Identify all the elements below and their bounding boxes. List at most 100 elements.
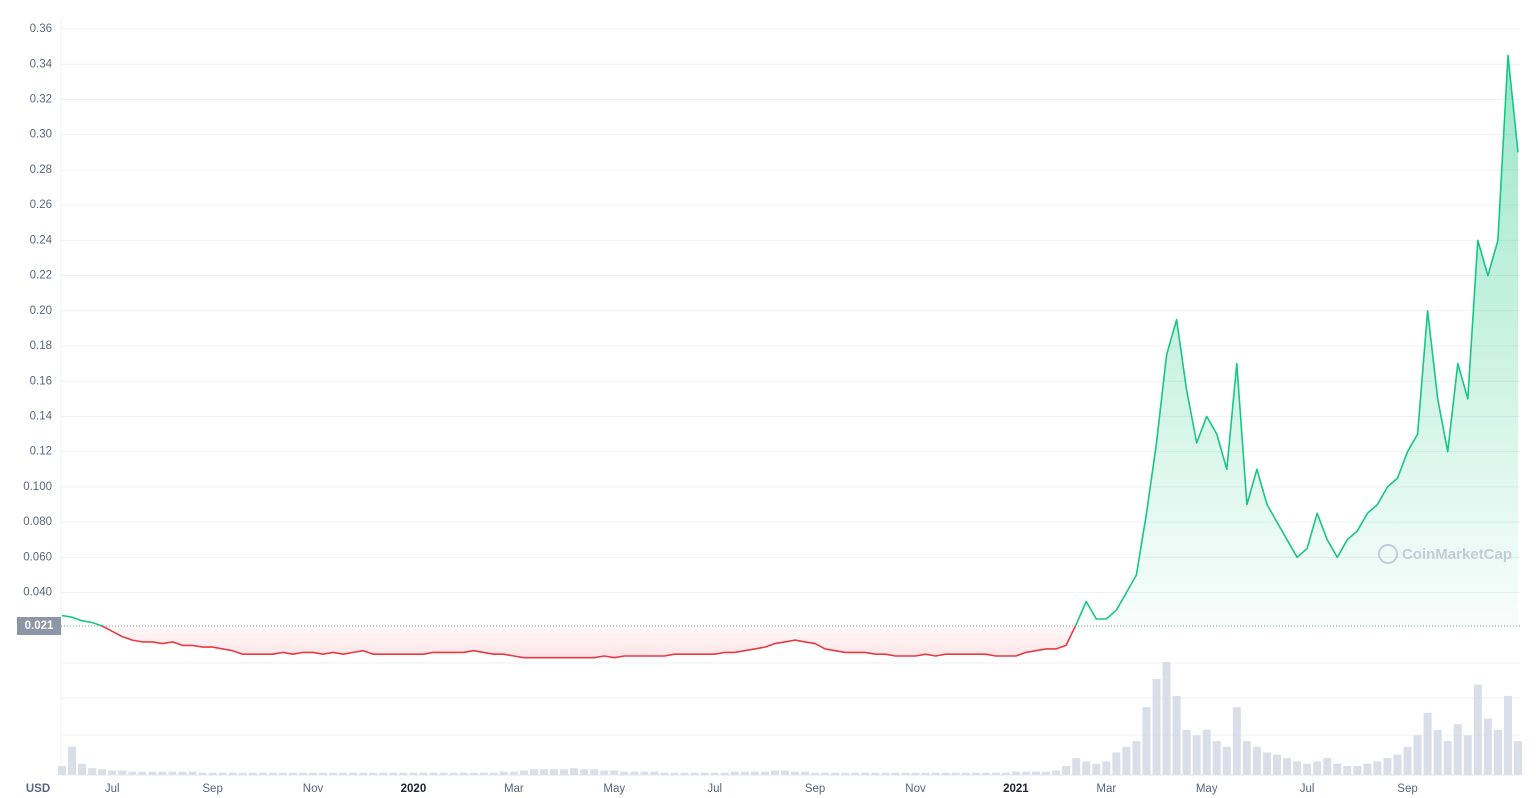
y-tick-label: 0.34 [30,58,53,70]
volume-bar [409,772,418,775]
volume-bar [760,771,769,775]
volume-bar [961,772,970,775]
volume-bar [1383,758,1392,775]
volume-bar [208,772,217,775]
volume-bar [1433,729,1442,775]
volume-bar [1072,758,1081,775]
volume-bar [1343,765,1352,775]
currency-label: USD [26,783,50,795]
reference-label: 0.021 [25,620,54,632]
volume-bar [580,769,589,775]
volume-bar [349,772,358,775]
y-tick-label: 0.100 [23,481,52,493]
volume-bar [1403,746,1412,775]
volume-bar [1363,763,1372,775]
volume-bar [791,771,800,775]
volume-bar [1082,761,1091,775]
volume-bar [700,772,709,775]
x-tick-label: 2021 [1003,783,1029,795]
x-tick-label: Mar [1096,783,1116,795]
volume-bar [469,772,478,775]
volume-bar [1132,741,1141,775]
volume-bar [1102,761,1111,775]
price-area [62,55,1518,658]
y-tick-label: 0.080 [23,516,52,528]
volume-bar [851,772,860,775]
volume-bar [238,772,247,775]
volume-bar [1413,735,1422,775]
volume-bar [750,771,759,775]
volume-bar [690,772,699,775]
x-tick-label: Sep [202,783,222,795]
plot: 0.021 [17,54,1520,659]
volume-bar [1262,752,1271,775]
volume-bar [288,772,297,775]
volume-bar [861,772,870,775]
volume-bar [88,768,97,775]
volume-bar [740,771,749,775]
x-tick-label: Jul [707,783,722,795]
volume-bar [228,772,237,775]
x-tick-label: Jul [105,783,120,795]
y-tick-label: 0.26 [30,199,52,211]
volume-bar [831,772,840,775]
x-tick-label: Nov [905,783,926,795]
volume-bar [1273,754,1282,775]
volume-bar [1423,712,1432,775]
volume-bar [640,771,649,775]
volume-bar [1443,741,1452,775]
volume-bar [650,771,659,775]
volume-bar [660,772,669,775]
volume-bar [941,772,950,775]
volume-bar [570,768,579,775]
volume-bar [951,772,960,775]
volume-bar [499,771,508,775]
volume-bar [780,770,789,775]
volume-bar [901,772,910,775]
y-tick-label: 0.28 [30,164,52,176]
volume-bar [248,772,257,775]
x-tick-label: 2020 [401,783,427,795]
volume-bar [1142,707,1151,775]
volume-bar [329,772,338,775]
volume-bar [1192,735,1201,775]
volume-bar [1483,718,1492,775]
volume-bar [931,772,940,775]
volume-bar [339,772,348,775]
watermark: CoinMarketCap [1402,546,1512,563]
x-tick-label: Jul [1300,783,1315,795]
volume-bar [1252,746,1261,775]
y-tick-label: 0.22 [30,270,52,282]
volume-bar [991,772,1000,775]
volume-bar [720,772,729,775]
volume-bar [630,771,639,775]
volume-bar [1042,771,1051,775]
volume-bar [509,771,518,775]
volume-bar [389,772,398,775]
volume-bar [1473,684,1482,775]
volume-bar [78,763,87,775]
y-tick-label: 0.18 [30,340,52,352]
volume-bars [58,662,1522,775]
y-tick-label: 0.12 [30,446,52,458]
volume-bar [439,772,448,775]
volume-bar [1162,662,1171,775]
volume-bar [108,770,117,775]
volume-bar [298,772,307,775]
volume-bar [268,772,277,775]
volume-bar [188,771,197,775]
volume-bar [539,769,548,775]
volume-bar [359,772,368,775]
volume-bar [891,772,900,775]
volume-bar [399,772,408,775]
volume-bar [429,772,438,775]
volume-bar [1202,729,1211,775]
volume-bar [529,769,538,775]
volume-bar [1463,735,1472,775]
watermark-logo [1378,544,1398,564]
x-tick-label: Mar [504,783,524,795]
y-tick-label: 0.060 [23,551,52,563]
volume-bar [1112,752,1121,775]
volume-bar [1062,765,1071,775]
